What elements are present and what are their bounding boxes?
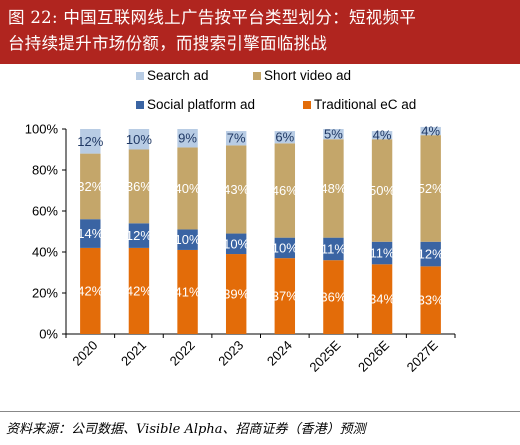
data-label-traditional-ec-ad-2027e: 33%	[418, 293, 444, 308]
bar-short-video-ad-2020	[80, 153, 101, 220]
data-label-search-ad-2023: 7%	[227, 131, 246, 146]
legend-label-short-video-ad: Short video ad	[264, 68, 351, 83]
y-tick-label: 60%	[32, 204, 58, 219]
data-label-search-ad-2024: 6%	[275, 130, 294, 145]
data-label-short-video-ad-2024: 46%	[272, 183, 298, 198]
data-label-short-video-ad-2022: 40%	[175, 181, 201, 196]
data-label-social-platform-ad-2027e: 12%	[418, 247, 444, 262]
bar-search-ad-2020	[80, 129, 101, 154]
legend-label-traditional-ec-ad: Traditional eC ad	[314, 97, 416, 112]
data-label-short-video-ad-2023: 43%	[223, 182, 249, 197]
x-tick-label-2026e: 2026E	[355, 337, 392, 374]
bar-social-platform-ad-2027e	[420, 241, 441, 267]
legend-label-search-ad: Search ad	[147, 68, 209, 83]
source-note: 资料来源：公司数据、Visible Alpha、招商证券（香港）预测	[6, 422, 366, 437]
data-label-short-video-ad-2027e: 52%	[418, 181, 444, 196]
data-label-search-ad-2020: 12%	[77, 134, 103, 149]
x-tick-label-2025e: 2025E	[306, 337, 343, 374]
bar-social-platform-ad-2021	[128, 223, 150, 248]
data-label-traditional-ec-ad-2025e: 36%	[320, 290, 346, 305]
data-label-traditional-ec-ad-2026e: 34%	[369, 292, 395, 307]
chart-data-labels: 42% 14% 32% 12% 42% 12% 36% 10% 41% 10% 40% 9% 39% 10…	[77, 124, 444, 308]
bar-short-video-ad-2025e	[323, 139, 344, 238]
bar-short-video-ad-2024	[274, 143, 296, 238]
bar-traditional-ec-ad-2020	[80, 247, 101, 334]
bar-traditional-ec-ad-2021	[128, 247, 150, 334]
legend-swatch-short-video-ad	[253, 72, 261, 80]
chart-legend: Search ad Short video ad Social platform a…	[136, 68, 416, 112]
stacked-bar-chart: Search ad Short video ad Social platform a…	[25, 68, 456, 375]
data-label-traditional-ec-ad-2022: 41%	[175, 284, 201, 299]
legend-swatch-social-platform-ad	[136, 101, 144, 109]
bar-search-ad-2026e	[371, 131, 393, 140]
bar-traditional-ec-ad-2023	[225, 254, 247, 334]
y-tick-label: 0%	[39, 327, 58, 342]
bar-traditional-ec-ad-2024	[274, 258, 296, 334]
data-label-short-video-ad-2025e: 48%	[320, 181, 346, 196]
y-tick-label: 40%	[32, 245, 58, 260]
data-label-search-ad-2027e: 4%	[421, 124, 440, 139]
x-tick-label-2024: 2024	[264, 338, 295, 369]
data-label-traditional-ec-ad-2023: 39%	[223, 287, 249, 302]
bar-traditional-ec-ad-2025e	[323, 260, 344, 334]
bar-short-video-ad-2023	[225, 145, 247, 234]
data-label-social-platform-ad-2026e: 11%	[370, 246, 395, 261]
data-label-social-platform-ad-2024: 10%	[272, 240, 298, 255]
bar-short-video-ad-2022	[177, 147, 198, 230]
bar-search-ad-2024	[274, 131, 296, 144]
x-axis-tick-labels: 2020 2021 2022 2023 2024 2025E 2026E 2027E	[69, 337, 441, 374]
y-tick-label: 20%	[32, 286, 58, 301]
data-label-traditional-ec-ad-2020: 42%	[77, 283, 103, 298]
bar-traditional-ec-ad-2022	[177, 249, 198, 334]
bar-social-platform-ad-2022	[177, 229, 198, 250]
x-tick-label-2022: 2022	[167, 338, 198, 369]
bar-short-video-ad-2026e	[371, 139, 393, 242]
data-label-short-video-ad-2020: 32%	[77, 179, 103, 194]
x-tick-label-2027e: 2027E	[404, 337, 441, 374]
y-tick-label: 100%	[25, 122, 59, 137]
data-label-search-ad-2021: 10%	[126, 132, 152, 147]
bar-search-ad-2023	[225, 131, 247, 146]
bar-traditional-ec-ad-2027e	[420, 266, 441, 334]
bar-short-video-ad-2021	[128, 149, 150, 224]
bar-search-ad-2027e	[420, 126, 441, 136]
bar-search-ad-2025e	[323, 129, 344, 140]
source-divider	[0, 411, 520, 412]
x-tick-label-2020: 2020	[69, 338, 100, 369]
data-label-search-ad-2026e: 4%	[373, 128, 392, 143]
bar-search-ad-2021	[128, 129, 150, 150]
data-label-social-platform-ad-2022: 10%	[175, 232, 201, 247]
data-label-traditional-ec-ad-2021: 42%	[126, 283, 152, 298]
data-label-social-platform-ad-2020: 14%	[77, 226, 103, 241]
legend-swatch-traditional-ec-ad	[303, 101, 311, 109]
data-label-short-video-ad-2026e: 50%	[369, 183, 395, 198]
legend-label-social-platform-ad: Social platform ad	[147, 97, 255, 112]
figure-title-line-1: 图 22: 中国互联网线上广告按平台类型划分：短视频平	[8, 8, 417, 27]
figure-title-banner: 图 22: 中国互联网线上广告按平台类型划分：短视频平 台持续提升市场份额，而搜…	[0, 0, 520, 64]
bar-social-platform-ad-2024	[274, 237, 296, 259]
data-label-short-video-ad-2021: 36%	[126, 179, 152, 194]
x-tick-label-2021: 2021	[118, 338, 149, 369]
data-label-social-platform-ad-2023: 10%	[223, 236, 249, 251]
data-label-search-ad-2025e: 5%	[324, 127, 343, 142]
bar-social-platform-ad-2025e	[323, 237, 344, 261]
x-tick-label-2023: 2023	[215, 338, 246, 369]
bar-social-platform-ad-2026e	[371, 241, 393, 265]
bar-search-ad-2022	[177, 129, 198, 148]
figure-title-line-2: 台持续提升市场份额，而搜索引擎面临挑战	[8, 34, 328, 53]
y-tick-label: 80%	[32, 163, 58, 178]
bar-short-video-ad-2027e	[420, 135, 441, 242]
bar-traditional-ec-ad-2026e	[371, 264, 393, 334]
data-label-social-platform-ad-2025e: 11%	[321, 241, 346, 256]
data-label-traditional-ec-ad-2024: 37%	[272, 289, 298, 304]
bar-social-platform-ad-2020	[80, 219, 101, 248]
bar-social-platform-ad-2023	[225, 233, 247, 255]
data-label-search-ad-2022: 9%	[178, 131, 197, 146]
legend-swatch-search-ad	[136, 72, 144, 80]
chart-bars	[80, 126, 441, 334]
data-label-social-platform-ad-2021: 12%	[126, 228, 152, 243]
